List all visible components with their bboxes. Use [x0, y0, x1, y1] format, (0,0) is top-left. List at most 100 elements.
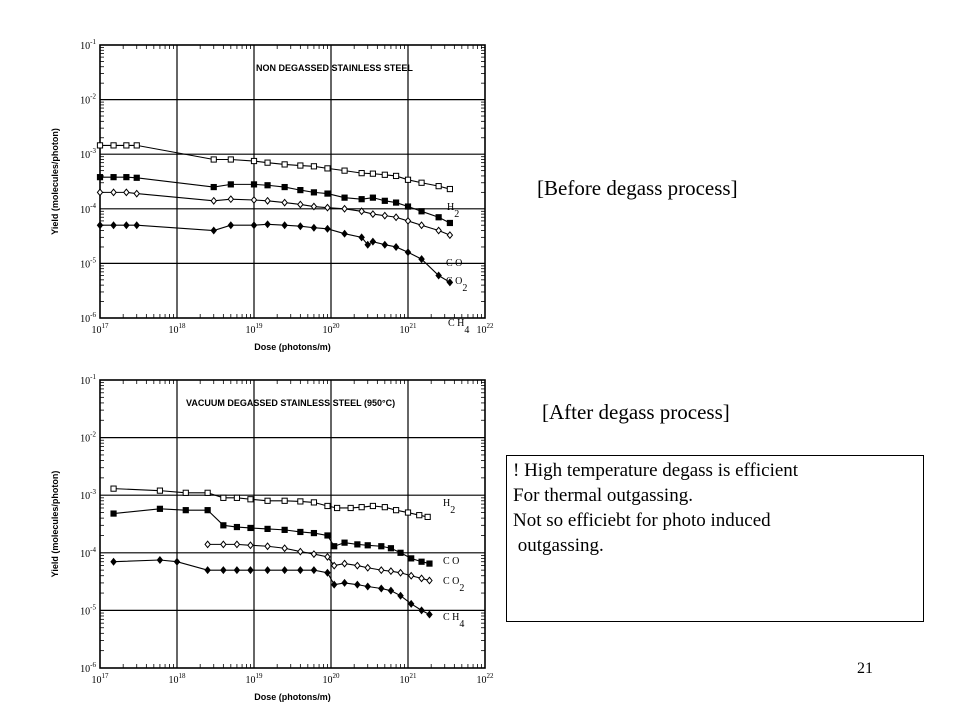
data-point [408, 555, 415, 562]
data-point [156, 556, 164, 564]
data-point [324, 165, 331, 172]
page-number: 21 [857, 660, 873, 677]
x-tick-label: 1021 [400, 322, 418, 336]
data-point [96, 221, 104, 230]
data-point [426, 610, 433, 619]
data-point [381, 240, 389, 249]
data-point [210, 183, 217, 191]
data-point [220, 540, 227, 549]
data-point [250, 181, 258, 188]
data-point [364, 563, 371, 572]
data-point [156, 487, 164, 494]
data-point [264, 182, 271, 189]
data-point [358, 504, 365, 511]
data-point [264, 196, 271, 205]
data-point [426, 576, 433, 585]
data-point [227, 181, 234, 188]
data-point [264, 497, 271, 504]
data-point [96, 142, 104, 149]
data-point [397, 549, 404, 556]
data-point [387, 567, 395, 576]
series-line [100, 223, 451, 283]
x-tick-label: 1018 [169, 672, 187, 686]
data-point [96, 174, 104, 181]
data-point [210, 196, 217, 205]
data-point [404, 509, 412, 516]
data-point [392, 213, 400, 222]
data-point [404, 203, 412, 210]
data-point [204, 489, 211, 496]
y-tick-label: 10-3 [80, 488, 96, 502]
data-point [204, 566, 211, 575]
data-point [123, 174, 130, 181]
x-tick-label: 1021 [400, 672, 418, 686]
data-point [110, 510, 117, 517]
data-point [364, 240, 371, 249]
data-point [247, 524, 254, 532]
data-point [297, 162, 304, 169]
x-tick-label: 1019 [246, 322, 264, 336]
data-point [310, 163, 318, 170]
data-point [324, 190, 331, 197]
data-point [233, 523, 241, 531]
y-axis-title: Yield (molecules/photon) [50, 128, 60, 235]
data-point [369, 170, 376, 177]
data-point [426, 560, 433, 567]
data-point [404, 216, 412, 225]
x-tick-label: 1022 [477, 322, 495, 336]
x-tick-label: 1018 [169, 322, 187, 336]
data-point [264, 220, 271, 229]
data-point [324, 552, 331, 561]
data-point [220, 566, 227, 575]
data-point [96, 188, 104, 197]
x-tick-label: 1017 [92, 322, 110, 336]
data-point [446, 231, 454, 240]
data-point [358, 207, 365, 216]
data-point [435, 183, 442, 190]
x-tick-label: 1017 [92, 672, 110, 686]
data-point [310, 189, 318, 196]
data-point [310, 202, 318, 211]
data-point [381, 197, 388, 204]
series-line [100, 144, 451, 190]
notes-box: ! High temperature degass is efficient F… [506, 455, 924, 622]
data-point [381, 211, 389, 220]
data-point [281, 526, 288, 533]
note-line: ! High temperature degass is efficient [513, 460, 799, 481]
data-point [341, 167, 348, 174]
x-tick-label: 1022 [477, 672, 495, 686]
data-point [281, 566, 288, 575]
data-point [210, 226, 217, 235]
data-point [133, 221, 140, 230]
y-tick-label: 10-3 [80, 147, 96, 161]
data-point [264, 525, 271, 532]
data-point [392, 507, 400, 514]
data-point [358, 170, 365, 177]
data-point [264, 542, 271, 551]
data-point [133, 189, 140, 198]
data-point [341, 539, 348, 546]
y-tick-label: 10-1 [80, 373, 96, 387]
data-point [133, 142, 140, 149]
data-point [369, 194, 376, 201]
data-point [446, 219, 453, 227]
data-point [247, 496, 254, 503]
data-point [341, 194, 348, 201]
chart-before-svg: 1017 1018 1019 1020 1021 1022 10-1 10-2 10-3 10-4… [50, 38, 495, 352]
data-point [418, 179, 425, 186]
data-point [250, 157, 258, 165]
chart-title: NON DEGASSED STAINLESS STEEL [256, 63, 413, 73]
data-point [404, 248, 412, 257]
data-point [324, 203, 331, 212]
series-label: C O [446, 258, 462, 269]
data-point [392, 172, 400, 180]
data-point [110, 142, 117, 149]
plot-frame [99, 44, 486, 319]
data-point [392, 199, 400, 206]
data-point [369, 210, 377, 219]
data-point [310, 499, 318, 506]
data-point [369, 502, 376, 510]
data-point [347, 504, 354, 512]
data-point [404, 176, 412, 183]
data-point [264, 159, 271, 166]
